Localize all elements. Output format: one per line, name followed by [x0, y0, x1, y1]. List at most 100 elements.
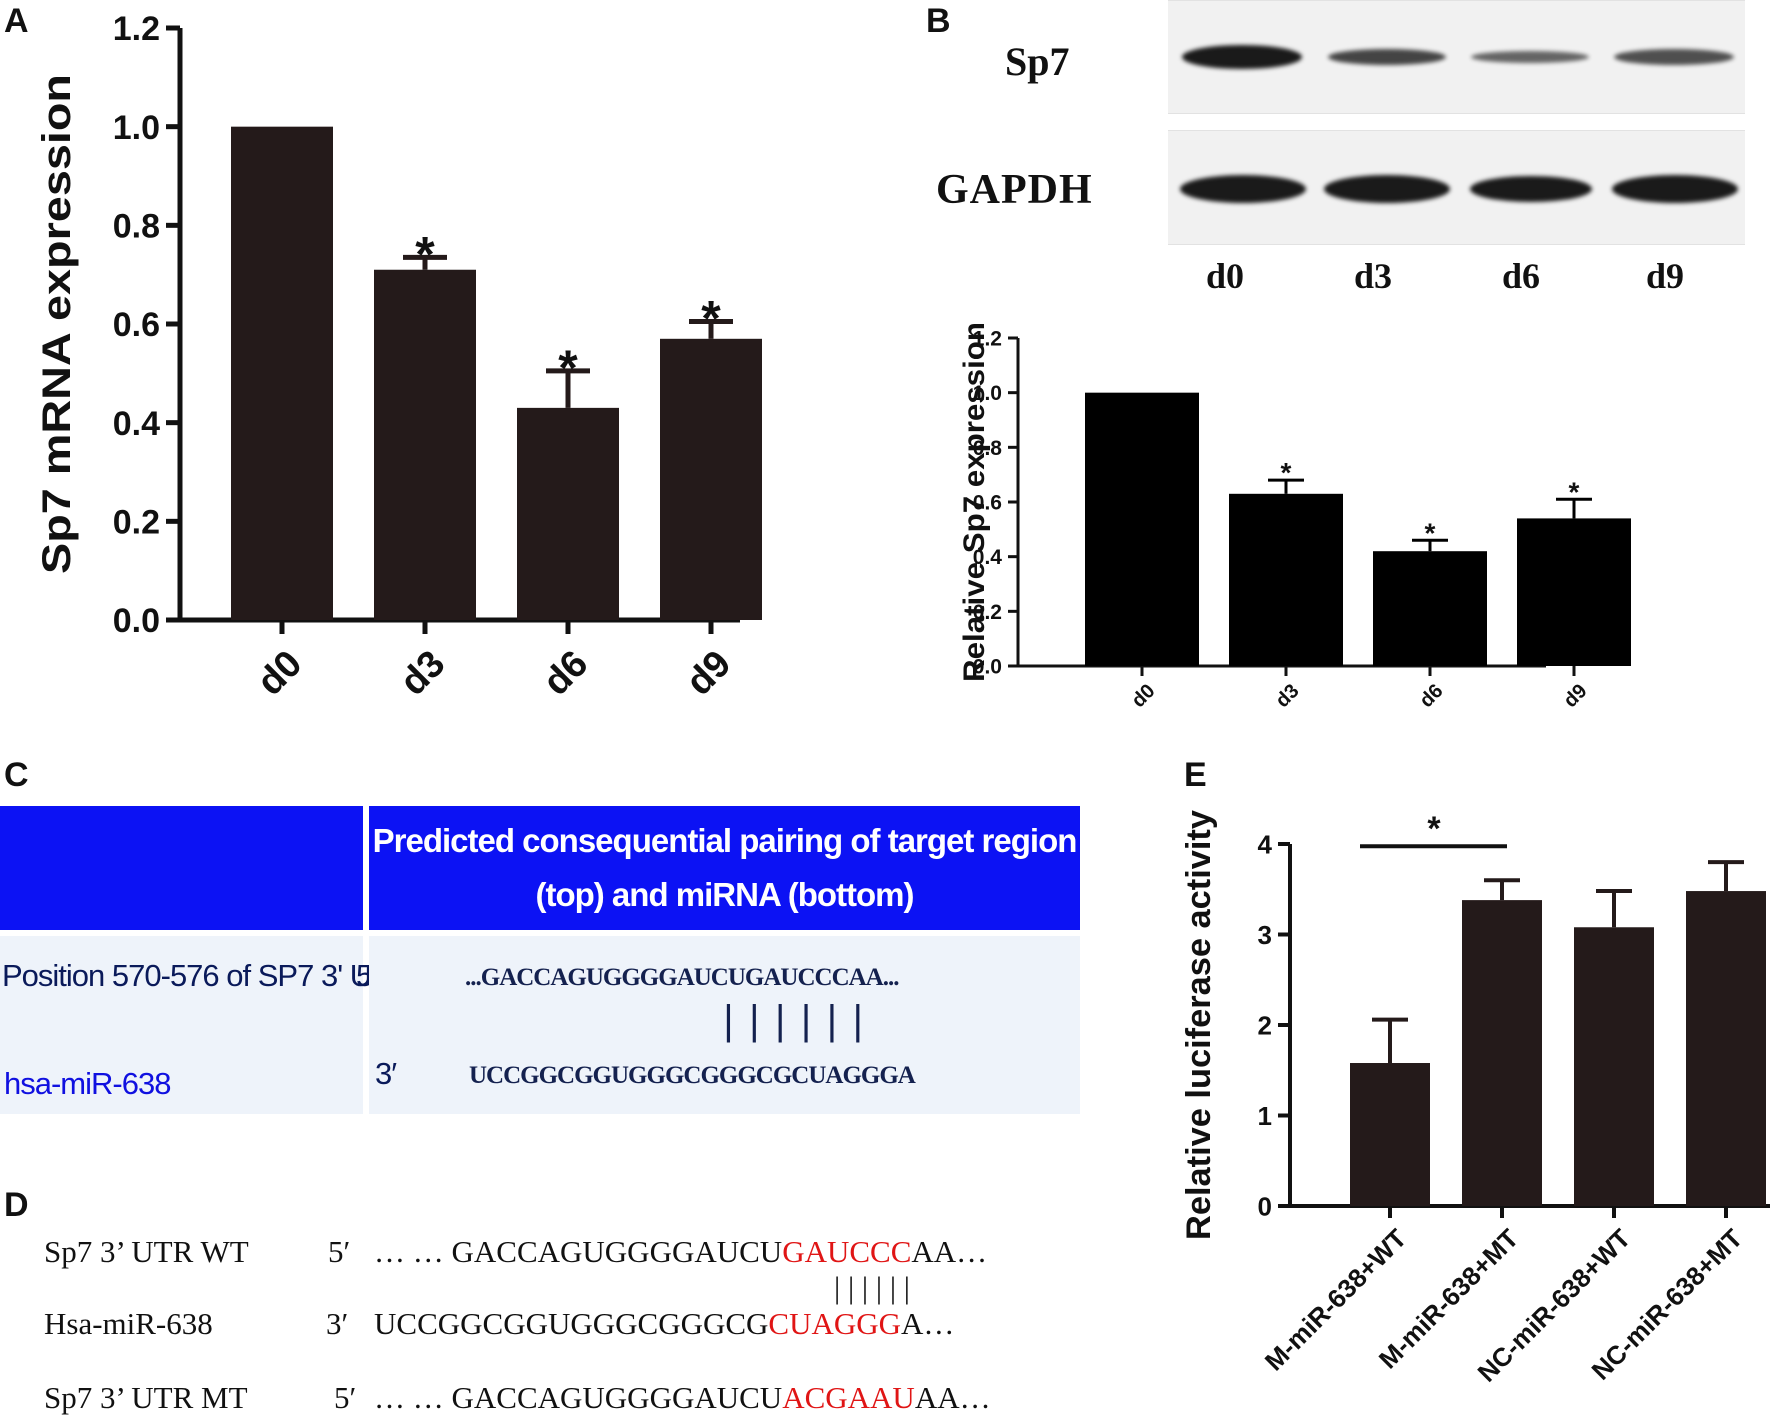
wt-seq-suffix: AA…: [911, 1234, 988, 1269]
mirna-row-end: 3′: [326, 1306, 349, 1341]
undefined-y-tick-label: 0.0: [113, 602, 160, 640]
mirna-seq-seed: CUAGGG: [768, 1306, 902, 1341]
undefined-y-tick-label: 1.2: [113, 10, 160, 48]
sequence-alignment: Sp7 3’ UTR WT 5′ … … GACCAGUGGGGAUCUGAUC…: [0, 1220, 1080, 1418]
mt-end: 5′: [334, 1380, 357, 1415]
sp7-band-d9: [1614, 49, 1734, 65]
pairing-marks: ||||||: [717, 998, 873, 1042]
pairing-table-header-blank: [0, 806, 363, 930]
undefined-significance-star: *: [1427, 810, 1441, 848]
undefined-bar-d3: [1229, 493, 1343, 666]
panel-c-letter: C: [4, 756, 29, 794]
wt-sequence: … … GACCAGUGGGGAUCUGAUCCCAA…: [374, 1234, 987, 1270]
undefined-x-tick-label: d3: [1271, 680, 1303, 712]
undefined-significance-star: *: [1569, 476, 1580, 507]
panel-d-letter: D: [4, 1186, 29, 1224]
wt-seq-prefix: … … GACCAGUGGGGAUCU: [374, 1234, 783, 1269]
gapdh-band-d9: [1612, 175, 1738, 203]
undefined-y-tick-label: 1.0: [113, 109, 160, 147]
wt-label: Sp7 3’ UTR WT: [44, 1234, 249, 1269]
lane-label-d0: d0: [1206, 256, 1245, 296]
undefined-significance-star: *: [415, 226, 435, 282]
undefined-significance-star: *: [1425, 517, 1436, 548]
undefined-y-tick-label: 0.8: [113, 208, 160, 246]
gapdh-band-d0: [1180, 175, 1306, 203]
undefined-y-tick-label: 0.8: [973, 437, 1003, 460]
undefined-bar-d9: [660, 338, 762, 620]
mirna-end-label: 3′: [375, 1056, 397, 1091]
gapdh-band-d6: [1470, 176, 1592, 202]
sp7-band-d6: [1471, 51, 1589, 63]
site-pair-marks: | | | | | |: [834, 1270, 910, 1305]
western-blot-gapdh-strip: [1168, 130, 1745, 245]
undefined-bar-m-mir-638+mt: [1462, 900, 1542, 1206]
undefined-y-tick-label: 0.6: [973, 492, 1002, 515]
mirna-row-label: Hsa-miR-638: [44, 1306, 213, 1341]
undefined-y-tick-label: 1.0: [973, 382, 1002, 405]
undefined-y-tick-label: 3: [1258, 920, 1272, 950]
undefined-y-tick-label: 0.2: [113, 504, 160, 542]
gapdh-band-d3: [1324, 175, 1450, 203]
undefined-x-tick-label: d6: [1415, 680, 1447, 712]
undefined-y-tick-label: 1: [1258, 1101, 1272, 1131]
undefined-x-tick-label: d9: [1559, 680, 1591, 712]
mirna-sequence: UCCGGCGGUGGGCGGGCGCUAGGGA: [469, 1062, 916, 1089]
undefined-y-tick-label: 4: [1258, 829, 1273, 859]
undefined-y-axis-label: Relative luciferase activity: [1180, 810, 1218, 1240]
mirna-label: hsa-miR-638: [4, 1066, 171, 1101]
mt-seq-suffix: AA…: [914, 1380, 991, 1415]
pairing-table-label-cell: Position 570-576 of SP7 3' UTR hsa-miR-6…: [0, 936, 411, 1114]
mirna-seq-prefix: UCCGGCGGUGGGCGGGCG: [374, 1306, 769, 1341]
wt-end: 5′: [328, 1234, 351, 1269]
sp7-band-d3: [1328, 49, 1446, 65]
undefined-bar-d0: [1085, 392, 1199, 666]
panel-e-letter: E: [1184, 756, 1207, 794]
lane-label-d3: d3: [1354, 256, 1393, 296]
undefined-bar-d6: [517, 407, 619, 620]
undefined-bar-m-mir-638+wt: [1350, 1063, 1430, 1206]
undefined-bar-d6: [1373, 551, 1487, 666]
pairing-table-header: Predicted consequential pairing of targe…: [369, 806, 1080, 930]
lane-label-d9: d9: [1646, 256, 1685, 296]
undefined-x-tick-label: d3: [392, 643, 453, 704]
undefined-y-tick-label: 0.6: [113, 306, 160, 344]
undefined-x-tick-label: d6: [535, 643, 596, 704]
target-sequence: ...GACCAGUGGGGAUCUGAUCCCAA...: [465, 964, 899, 991]
panel-b-letter: B: [926, 2, 951, 40]
undefined-y-axis-label: Sp7 mRNA expression: [35, 74, 79, 574]
undefined-y-tick-label: 0: [1258, 1191, 1272, 1221]
sp7-band-d0: [1182, 45, 1302, 69]
panel-a-letter: A: [4, 2, 29, 40]
wb-label-gapdh: GAPDH: [936, 167, 1093, 213]
mirna-seq-suffix: A…: [901, 1306, 955, 1341]
undefined-significance-star: *: [701, 291, 721, 347]
undefined-y-tick-label: 1.2: [973, 328, 1002, 351]
undefined-significance-star: *: [1281, 457, 1292, 488]
undefined-bar-nc-mir-638+mt: [1686, 891, 1766, 1206]
undefined-bar-d9: [1517, 518, 1631, 666]
undefined-y-tick-label: 0.0: [973, 656, 1002, 679]
undefined-y-axis-label: Relative Sp7 expression: [958, 322, 991, 682]
mt-label: Sp7 3’ UTR MT: [44, 1380, 248, 1415]
undefined-y-tick-label: 0.4: [973, 546, 1003, 569]
mirna-row-sequence: UCCGGCGGUGGGCGGGCGCUAGGGA…: [374, 1306, 954, 1342]
lane-label-d6: d6: [1502, 256, 1541, 296]
mt-seq-site: ACGAAU: [782, 1380, 915, 1415]
undefined-bar-d0: [231, 126, 333, 621]
wb-label-sp7: Sp7: [1005, 39, 1070, 84]
undefined-x-tick-label: d9: [678, 643, 739, 704]
mt-seq-prefix: … … GACCAGUGGGGAUCU: [374, 1380, 783, 1415]
chart-a: 0.0 0.2 0.4 0.6 0.8 1.0 1.2 Sp7 mRNA expression…: [35, 10, 762, 704]
undefined-x-tick-label: d0: [249, 643, 310, 704]
undefined-significance-star: *: [558, 340, 578, 396]
undefined-x-tick-label: d0: [1127, 680, 1159, 712]
target-position-label: Position 570-576 of SP7 3' UTR: [2, 958, 411, 993]
pairing-table: Predicted consequential pairing of targe…: [0, 806, 1080, 1114]
pairing-table-sequence-cell: ...GACCAGUGGGGAUCUGAUCCCAA... |||||| 3′ …: [369, 936, 1080, 1114]
mt-sequence: … … GACCAGUGGGGAUCUACGAAUAA…: [374, 1380, 991, 1416]
undefined-y-tick-label: 0.4: [113, 405, 160, 443]
undefined-bar-d3: [374, 269, 476, 620]
undefined-y-tick-label: 2: [1258, 1010, 1272, 1040]
